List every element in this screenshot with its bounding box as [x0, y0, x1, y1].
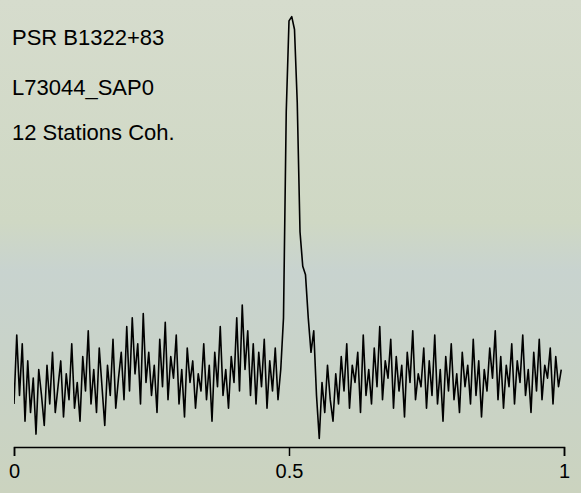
tick-mark [289, 447, 291, 456]
tick: 0 [9, 447, 20, 482]
tick: 0.5 [276, 447, 304, 482]
tick: 1 [559, 447, 570, 482]
annotation: PSR B1322+83 [12, 25, 164, 50]
tick-mark [14, 447, 16, 456]
axis-line [15, 448, 565, 457]
tick-mark [564, 447, 566, 456]
annotation: 12 Stations Coh. [12, 120, 175, 145]
plot-area [14, 17, 561, 439]
tick-label: 1 [559, 460, 570, 482]
annotation: L73044_SAP0 [12, 75, 154, 100]
tick-label: 0 [9, 460, 20, 482]
chart: PSR B1322+83 L73044_SAP0 12 Stations Coh. 0… [0, 0, 581, 493]
profile-line [14, 17, 561, 439]
background [0, 0, 581, 493]
tick-label: 0.5 [276, 460, 304, 482]
annotations: PSR B1322+83 L73044_SAP0 12 Stations Coh. [12, 25, 175, 145]
x-axis: 00.51 [9, 447, 570, 482]
